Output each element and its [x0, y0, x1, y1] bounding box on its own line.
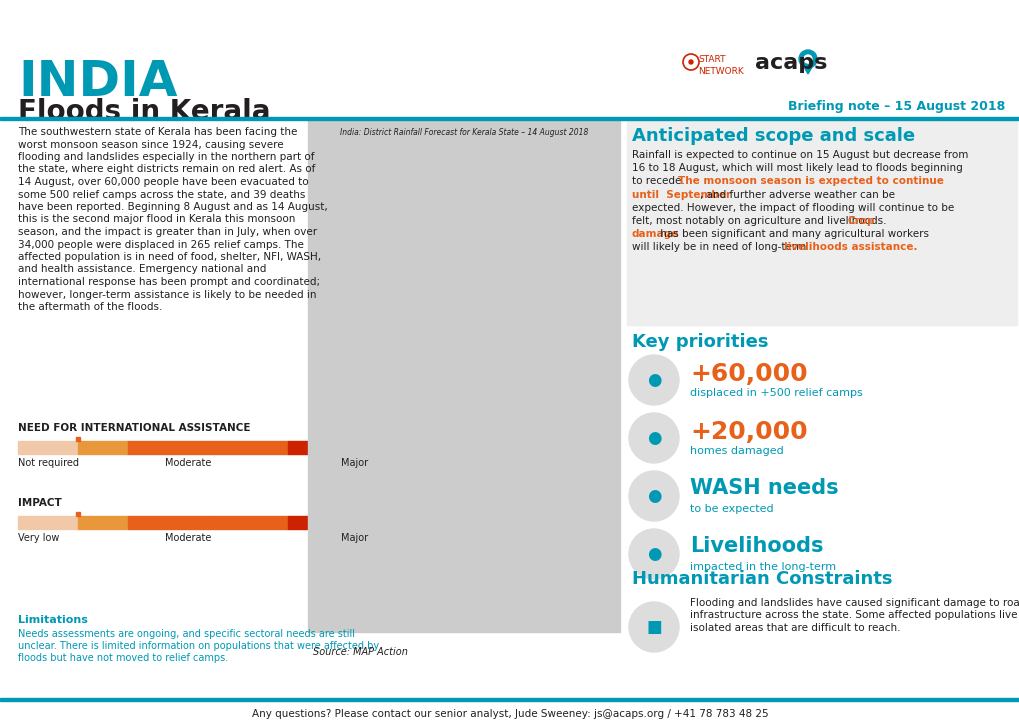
Text: this is the second major flood in Kerala this monsoon: this is the second major flood in Kerala…	[18, 215, 296, 224]
Text: ●: ●	[646, 487, 660, 505]
Text: will likely be in need of long-term: will likely be in need of long-term	[632, 242, 809, 252]
Text: international response has been prompt and coordinated;: international response has been prompt a…	[18, 277, 320, 287]
Text: ●: ●	[646, 429, 660, 447]
Text: until  September: until September	[632, 190, 731, 200]
Bar	[208, 516, 287, 529]
Text: Humanitarian Constraints: Humanitarian Constraints	[632, 570, 892, 588]
Text: has been significant and many agricultural workers: has been significant and many agricultur…	[656, 229, 928, 239]
Text: Floods in Kerala: Floods in Kerala	[18, 98, 270, 126]
Text: expected. However, the impact of flooding will continue to be: expected. However, the impact of floodin…	[632, 203, 954, 213]
Bar	[18, 441, 77, 454]
Text: Livelihoods: Livelihoods	[689, 536, 822, 556]
Circle shape	[629, 529, 679, 579]
Text: ●: ●	[646, 371, 660, 389]
Text: INDIA: INDIA	[18, 58, 177, 106]
Bar	[76, 437, 79, 441]
Text: to recede.: to recede.	[632, 177, 688, 187]
Text: 34,000 people were displaced in 265 relief camps. The: 34,000 people were displaced in 265 reli…	[18, 239, 304, 249]
Text: The monsoon season is expected to continue: The monsoon season is expected to contin…	[678, 177, 944, 187]
Text: Source: MAP Action: Source: MAP Action	[313, 647, 408, 657]
Text: felt, most notably on agriculture and livelihoods.: felt, most notably on agriculture and li…	[632, 216, 889, 226]
Bar	[308, 120, 620, 632]
Text: , and further adverse weather can be: , and further adverse weather can be	[699, 190, 894, 200]
Circle shape	[688, 60, 692, 64]
Text: Any questions? Please contact our senior analyst, Jude Sweeney: js@acaps.org / +: Any questions? Please contact our senior…	[252, 709, 767, 719]
Bar	[287, 441, 368, 454]
Text: and health assistance. Emergency national and: and health assistance. Emergency nationa…	[18, 265, 266, 275]
Text: Moderate: Moderate	[165, 533, 211, 543]
Text: impacted in the long-term: impacted in the long-term	[689, 562, 836, 572]
Text: WASH needs: WASH needs	[689, 478, 838, 498]
Text: acaps: acaps	[754, 53, 826, 73]
Circle shape	[803, 55, 811, 63]
Bar	[77, 441, 127, 454]
Bar	[287, 516, 368, 529]
Text: isolated areas that are difficult to reach.: isolated areas that are difficult to rea…	[689, 623, 900, 633]
Text: worst monsoon season since 1924, causing severe: worst monsoon season since 1924, causing…	[18, 139, 283, 149]
Text: unclear. There is limited information on populations that were affected by: unclear. There is limited information on…	[18, 641, 379, 651]
Text: 14 August, over 60,000 people have been evacuated to: 14 August, over 60,000 people have been …	[18, 177, 309, 187]
Circle shape	[629, 602, 679, 652]
Bar	[627, 120, 1016, 325]
Bar	[0, 117, 1019, 120]
Text: some 500 relief camps across the state, and 39 deaths: some 500 relief camps across the state, …	[18, 190, 305, 200]
Text: Moderate: Moderate	[165, 458, 211, 468]
Text: have been reported. Beginning 8 August and as 14 August,: have been reported. Beginning 8 August a…	[18, 202, 327, 212]
Text: Major: Major	[340, 533, 368, 543]
Bar	[127, 516, 208, 529]
Text: Rainfall is expected to continue on 15 August but decrease from: Rainfall is expected to continue on 15 A…	[632, 150, 967, 160]
Bar	[0, 698, 1019, 701]
Text: season, and the impact is greater than in July, when over: season, and the impact is greater than i…	[18, 227, 317, 237]
Text: homes damaged: homes damaged	[689, 446, 783, 456]
Text: to be expected: to be expected	[689, 504, 772, 514]
Text: the state, where eight districts remain on red alert. As of: the state, where eight districts remain …	[18, 164, 315, 174]
Text: Key priorities: Key priorities	[632, 333, 767, 351]
Text: Major: Major	[340, 458, 368, 468]
Text: affected population is in need of food, shelter, NFI, WASH,: affected population is in need of food, …	[18, 252, 321, 262]
Bar	[76, 512, 79, 516]
Circle shape	[629, 471, 679, 521]
Bar	[208, 441, 287, 454]
Circle shape	[629, 413, 679, 463]
Text: livelihoods assistance.: livelihoods assistance.	[784, 242, 916, 252]
Text: IMPACT: IMPACT	[18, 498, 62, 508]
Text: 16 to 18 August, which will most likely lead to floods beginning: 16 to 18 August, which will most likely …	[632, 163, 962, 173]
Text: infrastructure across the state. Some affected populations live in remote and: infrastructure across the state. Some af…	[689, 611, 1019, 621]
Text: +20,000: +20,000	[689, 420, 807, 444]
Text: Very low: Very low	[18, 533, 59, 543]
Bar	[18, 516, 77, 529]
Text: displaced in +500 relief camps: displaced in +500 relief camps	[689, 388, 862, 398]
Text: Needs assessments are ongoing, and specific sectoral needs are still: Needs assessments are ongoing, and speci…	[18, 629, 355, 639]
Text: India: District Rainfall Forecast for Kerala State – 14 August 2018: India: District Rainfall Forecast for Ke…	[339, 128, 588, 137]
Bar	[77, 516, 127, 529]
Text: the aftermath of the floods.: the aftermath of the floods.	[18, 302, 162, 312]
Bar	[127, 441, 208, 454]
Text: +60,000: +60,000	[689, 362, 807, 386]
Text: however, longer-term assistance is likely to be needed in: however, longer-term assistance is likel…	[18, 290, 316, 299]
Text: Anticipated scope and scale: Anticipated scope and scale	[632, 127, 914, 145]
Text: ●: ●	[646, 545, 660, 563]
Text: flooding and landslides especially in the northern part of: flooding and landslides especially in th…	[18, 152, 314, 162]
Text: Limitations: Limitations	[18, 615, 88, 625]
Text: Crop: Crop	[847, 216, 874, 226]
Text: The southwestern state of Kerala has been facing the: The southwestern state of Kerala has bee…	[18, 127, 298, 137]
Circle shape	[798, 50, 816, 68]
Text: ■: ■	[645, 618, 661, 636]
Polygon shape	[803, 67, 811, 74]
Text: damage: damage	[632, 229, 679, 239]
Text: Not required: Not required	[18, 458, 78, 468]
Text: NEED FOR INTERNATIONAL ASSISTANCE: NEED FOR INTERNATIONAL ASSISTANCE	[18, 423, 251, 433]
Text: floods but have not moved to relief camps.: floods but have not moved to relief camp…	[18, 653, 228, 663]
Circle shape	[629, 355, 679, 405]
Text: Flooding and landslides have caused significant damage to roads and: Flooding and landslides have caused sign…	[689, 598, 1019, 608]
Text: START
NETWORK: START NETWORK	[697, 55, 743, 76]
Text: Briefing note – 15 August 2018: Briefing note – 15 August 2018	[787, 100, 1004, 113]
